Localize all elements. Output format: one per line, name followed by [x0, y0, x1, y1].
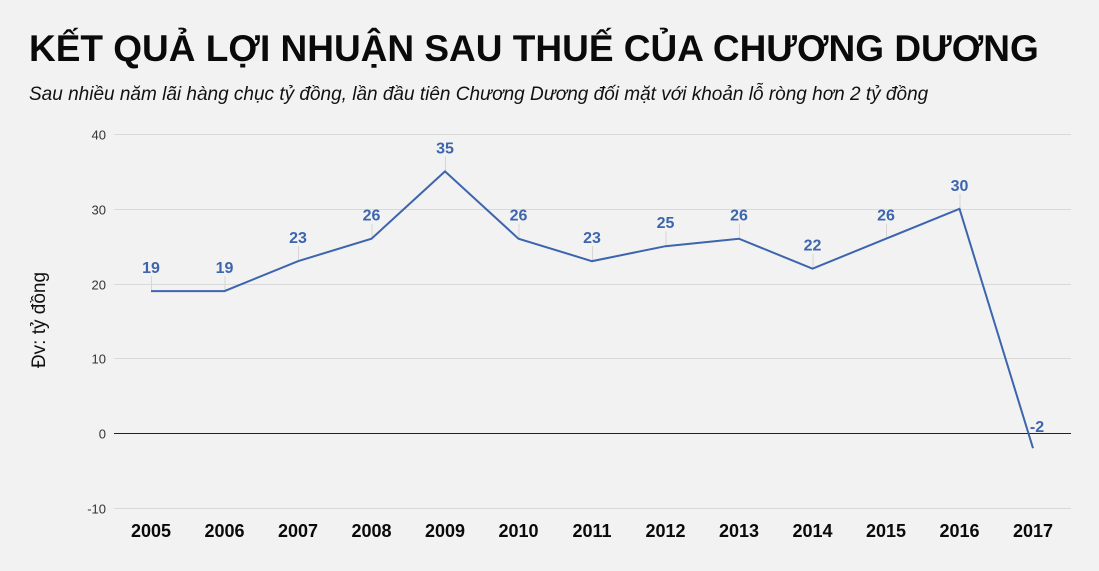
x-tick-label: 2007 [278, 521, 318, 541]
gridlines [114, 134, 1071, 509]
x-tick-label: 2009 [425, 521, 465, 541]
data-labels: 19 19 23 26 35 26 23 25 26 22 26 30 -2 [142, 140, 1044, 436]
data-label: -2 [1030, 419, 1044, 436]
data-label: 23 [583, 230, 601, 247]
data-label: 25 [657, 215, 675, 232]
data-label: 30 [951, 178, 969, 195]
y-tick-label: 30 [92, 203, 106, 218]
x-tick-label: 2017 [1013, 521, 1053, 541]
series-line [151, 170, 1034, 449]
chart-subtitle: Sau nhiều năm lãi hàng chục tỷ đồng, lần… [29, 84, 929, 105]
y-tick-label: 10 [92, 352, 106, 367]
x-tick-label: 2006 [204, 521, 244, 541]
data-label: 19 [216, 260, 234, 277]
y-tick-label: -10 [87, 502, 106, 517]
chart-title: KẾT QUẢ LỢI NHUẬN SAU THUẾ CỦA CHƯƠNG DƯ… [29, 28, 1039, 69]
y-tick-label: 0 [99, 427, 106, 442]
data-label: 23 [289, 230, 307, 247]
data-label: 35 [436, 140, 454, 157]
x-tick-label: 2014 [792, 521, 832, 541]
x-tick-label: 2015 [866, 521, 906, 541]
data-label: 22 [804, 238, 822, 255]
data-label: 26 [730, 208, 748, 225]
x-tick-label: 2011 [572, 521, 611, 541]
x-tick-label: 2008 [351, 521, 391, 541]
data-label: 19 [142, 260, 160, 277]
label-leader-lines [151, 156, 961, 292]
x-tick-label: 2013 [719, 521, 759, 541]
data-label: 26 [510, 208, 528, 225]
data-label: 26 [363, 208, 381, 225]
y-tick-label: 20 [92, 278, 106, 293]
x-tick-label: 2010 [498, 521, 538, 541]
y-axis-ticks: 40 30 20 10 0 -10 [87, 128, 106, 517]
x-tick-label: 2005 [131, 521, 171, 541]
x-tick-label: 2012 [645, 521, 685, 541]
y-tick-label: 40 [92, 128, 106, 143]
x-tick-label: 2016 [939, 521, 979, 541]
data-label: 26 [877, 208, 895, 225]
x-axis-ticks: 2005 2006 2007 2008 2009 2010 2011 2012 2013 2014… [131, 521, 1053, 541]
